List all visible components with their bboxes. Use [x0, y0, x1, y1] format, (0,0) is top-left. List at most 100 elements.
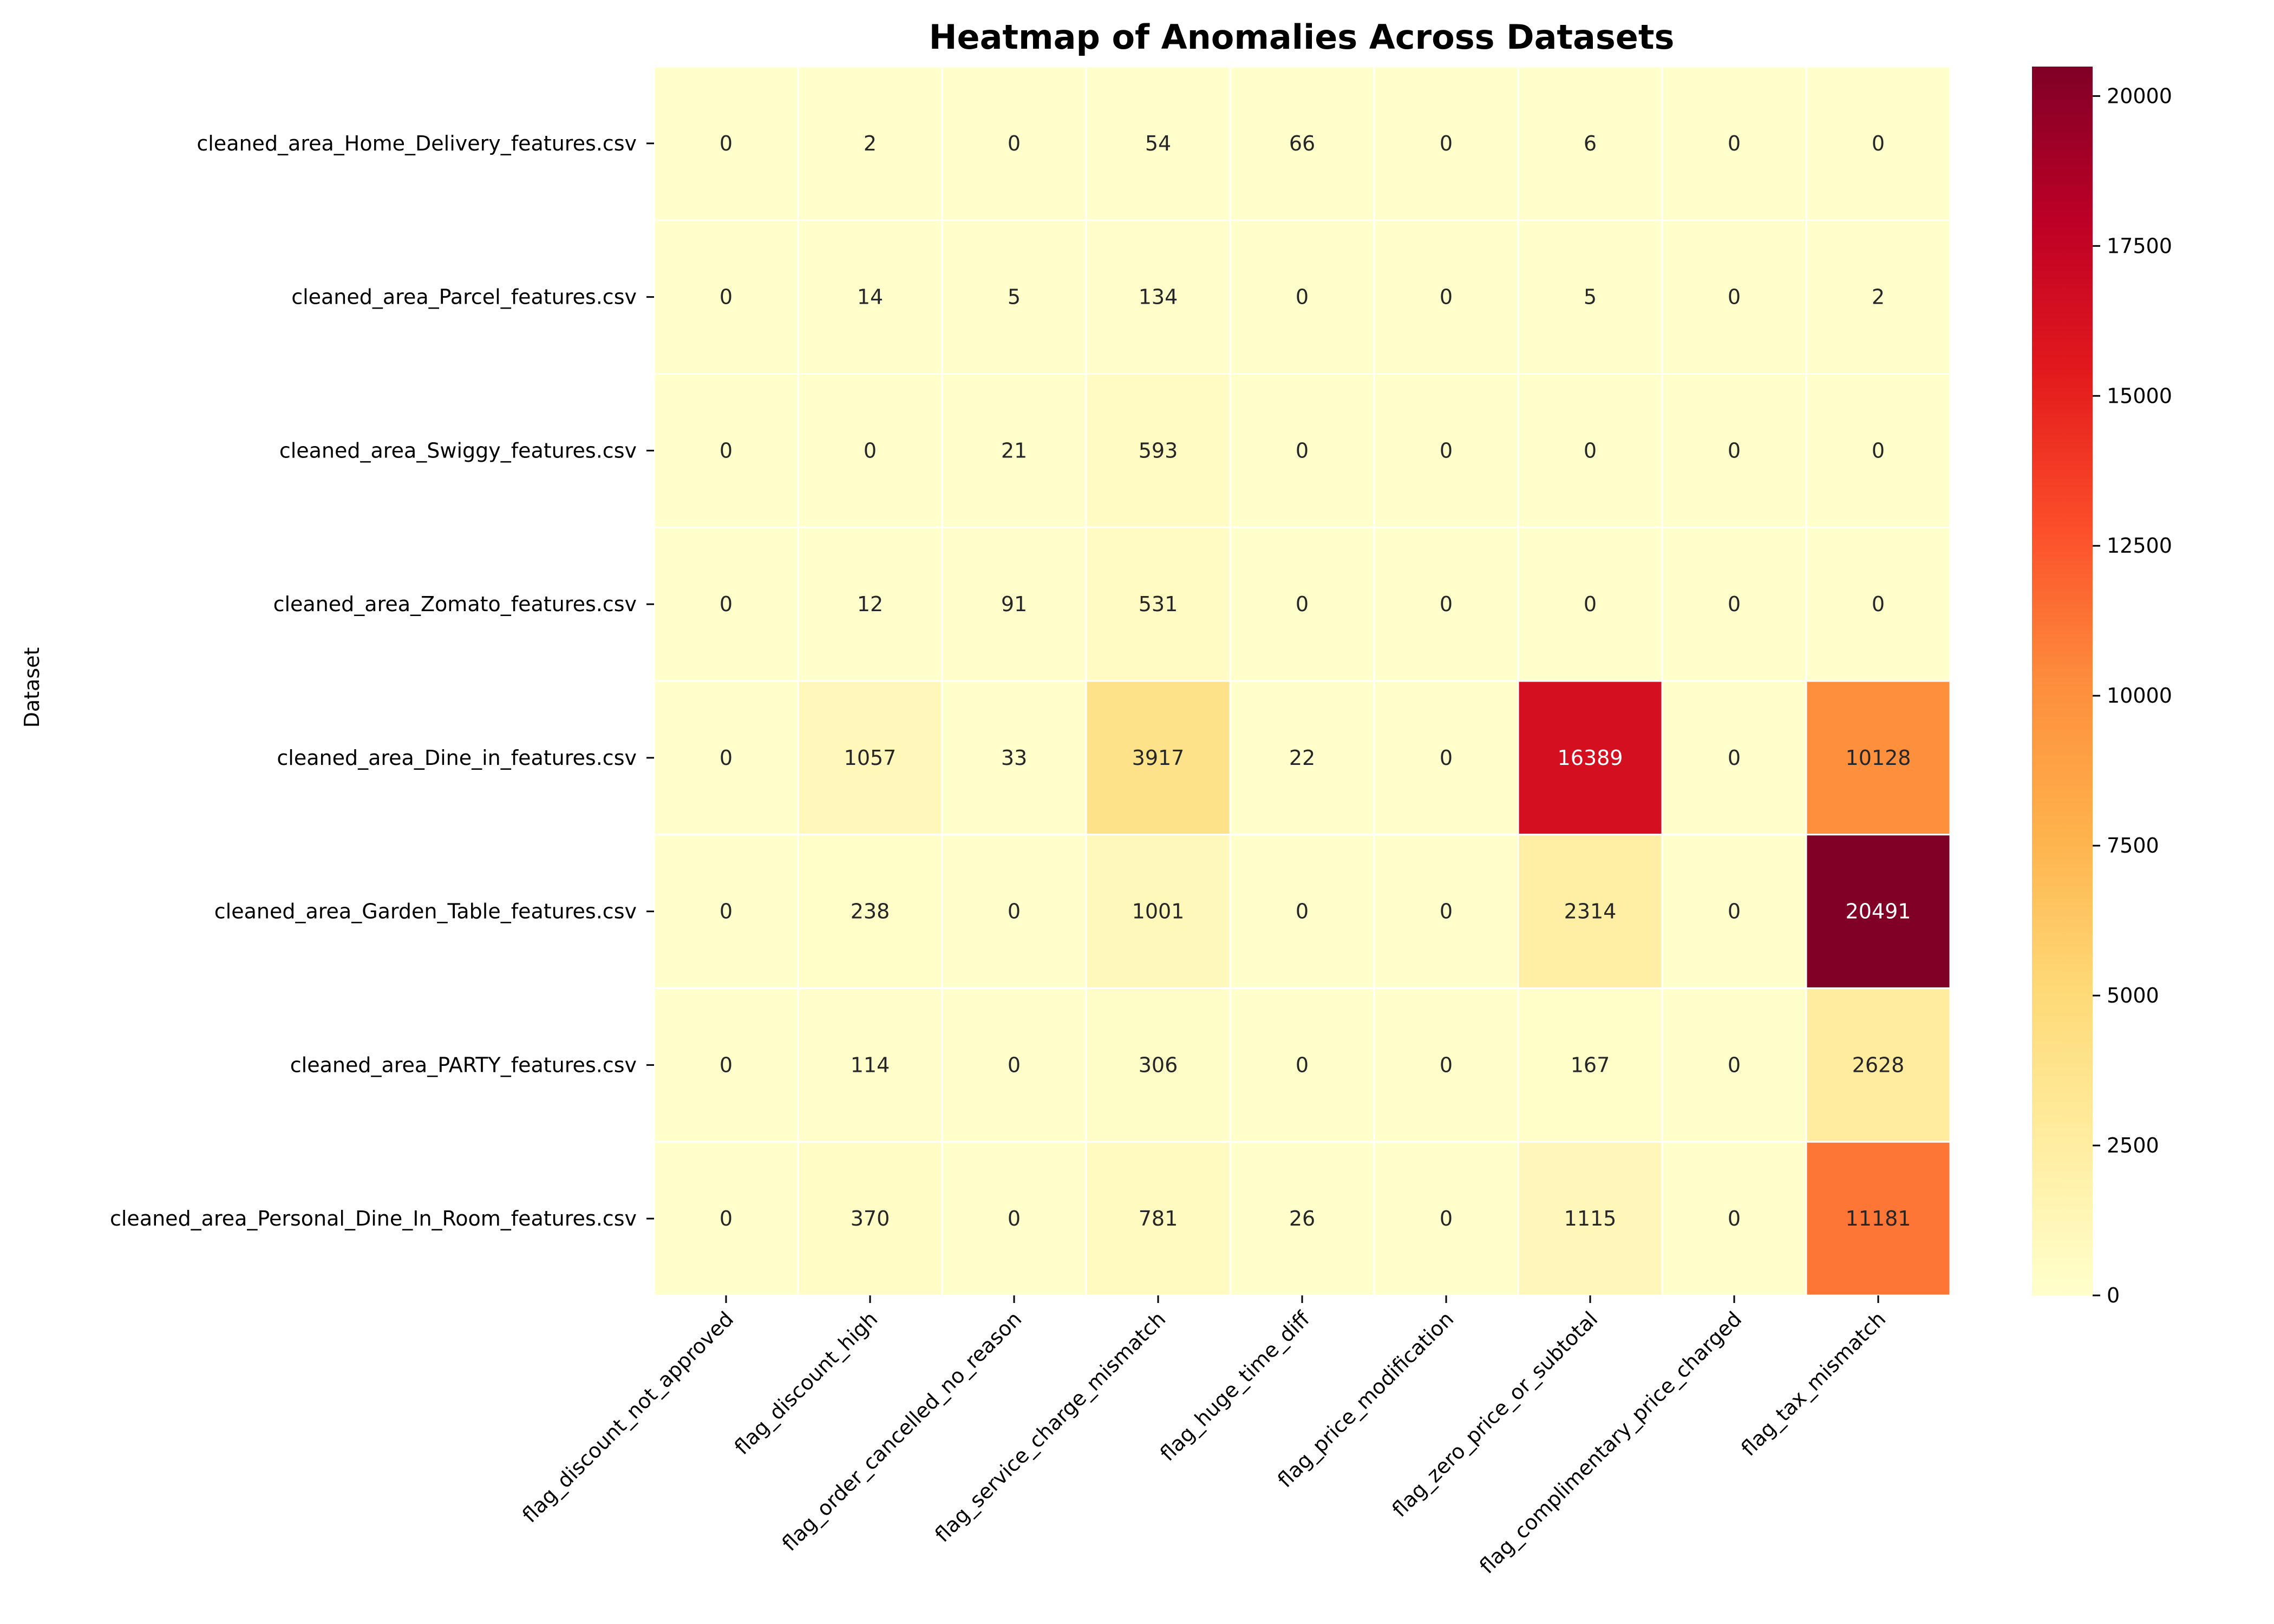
cell-value-label: 0 — [1728, 900, 1741, 924]
heatmap-cell — [1517, 987, 1663, 1143]
cell-value-label: 12 — [857, 592, 883, 616]
heatmap-cell — [1661, 526, 1807, 682]
cell-value-label: 10128 — [1846, 746, 1911, 770]
cell-value-label: 0 — [1296, 438, 1309, 462]
cell-value-label: 1057 — [844, 746, 897, 770]
heatmap-cell — [653, 219, 799, 375]
cell-value-label: 2314 — [1564, 900, 1617, 924]
cell-value-label: 0 — [720, 746, 733, 770]
y-axis-label: Dataset — [20, 647, 44, 728]
heatmap-cell — [1085, 219, 1231, 375]
cell-value-label: 593 — [1139, 438, 1178, 462]
cell-value-label: 114 — [851, 1053, 890, 1077]
cell-value-label: 0 — [720, 438, 733, 462]
chart-title: Heatmap of Anomalies Across Datasets — [929, 17, 1675, 57]
cell-value-label: 6 — [1584, 132, 1597, 155]
heatmap-cell — [1085, 680, 1231, 836]
row-label: cleaned_area_Parcel_features.csv — [291, 285, 637, 309]
heatmap-cell — [1517, 373, 1663, 528]
heatmap-cell — [797, 526, 943, 682]
cell-value-label: 0 — [1008, 1207, 1021, 1230]
heatmap-cell — [1805, 1141, 1951, 1296]
cell-value-label: 0 — [720, 1207, 733, 1230]
colorbar-ticks: 0 2500 5000 7500 10000 12500 15000 17500 20000 — [2093, 84, 2172, 1307]
cell-value-label: 14 — [857, 285, 883, 309]
heatmap-cell — [1085, 526, 1231, 682]
column-label: flag_discount_not_approved — [518, 1307, 738, 1527]
cell-value-label: 0 — [1296, 1053, 1309, 1077]
heatmap-cell — [1229, 219, 1375, 375]
heatmap-cell — [941, 373, 1087, 528]
heatmap-cell — [1373, 219, 1519, 375]
heatmap-cell — [1517, 1141, 1663, 1296]
heatmap-cell — [941, 834, 1087, 989]
colorbar-tick-label: 12500 — [2107, 534, 2172, 558]
heatmap-cell — [1517, 219, 1663, 375]
cell-value-label: 91 — [1001, 592, 1027, 616]
column-label: flag_huge_time_diff — [1155, 1307, 1315, 1466]
heatmap-cell — [653, 66, 799, 221]
cell-value-label: 0 — [1440, 132, 1453, 155]
heatmap-cell — [1085, 66, 1231, 221]
heatmap-cell — [1085, 373, 1231, 528]
heatmap-cell — [653, 526, 799, 682]
heatmap-cell — [1229, 987, 1375, 1143]
column-labels: flag_discount_not_approvedflag_discount_… — [518, 1295, 1890, 1579]
heatmap-cell — [1373, 680, 1519, 836]
colorbar-gradient — [2032, 67, 2093, 1295]
cell-value-label: 0 — [720, 132, 733, 155]
heatmap-cell — [653, 987, 799, 1143]
column-label: flag_order_cancelled_no_reason — [777, 1307, 1026, 1555]
heatmap-cell — [653, 1141, 799, 1296]
row-label: cleaned_area_Home_Delivery_features.csv — [197, 132, 637, 155]
colorbar-tick-label: 2500 — [2107, 1134, 2159, 1157]
heatmap-cell — [1229, 1141, 1375, 1296]
heatmap-cell — [1661, 66, 1807, 221]
heatmap-cell — [941, 680, 1087, 836]
heatmap-cell — [797, 680, 943, 836]
cell-value-label: 370 — [851, 1207, 890, 1230]
heatmap-cell — [1517, 680, 1663, 836]
heatmap-cell — [1805, 373, 1951, 528]
colorbar-tick-label: 5000 — [2107, 984, 2159, 1007]
colorbar-tick-label: 10000 — [2107, 684, 2172, 708]
cell-value-label: 5 — [1584, 285, 1597, 309]
heatmap-cells: 0 2 0 54 66 0 6 0 0 0 14 5 134 0 0 5 0 2 0 0 21 593 0 0 0 0 0 0 12 91… — [653, 66, 1951, 1296]
cell-value-label: 0 — [1440, 900, 1453, 924]
cell-value-label: 0 — [1296, 900, 1309, 924]
heatmap-cell — [1661, 834, 1807, 989]
colorbar-tick-label: 7500 — [2107, 834, 2159, 857]
cell-value-label: 306 — [1139, 1053, 1178, 1077]
heatmap-cell — [941, 987, 1087, 1143]
cell-value-label: 2628 — [1852, 1053, 1905, 1077]
cell-value-label: 11181 — [1846, 1207, 1911, 1230]
cell-value-label: 66 — [1289, 132, 1315, 155]
heatmap-cell — [653, 680, 799, 836]
heatmap-cell — [1661, 219, 1807, 375]
heatmap-cell — [797, 834, 943, 989]
heatmap-cell — [941, 1141, 1087, 1296]
cell-value-label: 0 — [1584, 438, 1597, 462]
heatmap-cell — [1805, 219, 1951, 375]
cell-value-label: 5 — [1008, 285, 1021, 309]
cell-value-label: 20491 — [1846, 900, 1911, 924]
cell-value-label: 0 — [1872, 592, 1885, 616]
row-label: cleaned_area_Personal_Dine_In_Room_featu… — [110, 1207, 637, 1230]
heatmap-cell — [1805, 834, 1951, 989]
heatmap-cell — [1085, 1141, 1231, 1296]
cell-value-label: 1001 — [1132, 900, 1185, 924]
cell-value-label: 0 — [1728, 592, 1741, 616]
cell-value-label: 0 — [1728, 132, 1741, 155]
heatmap-cell — [797, 987, 943, 1143]
cell-value-label: 0 — [1728, 1053, 1741, 1077]
cell-value-label: 3917 — [1132, 746, 1185, 770]
heatmap-cell — [653, 373, 799, 528]
heatmap-cell — [797, 66, 943, 221]
cell-value-label: 0 — [1440, 1053, 1453, 1077]
cell-value-label: 0 — [864, 438, 877, 462]
heatmap-cell — [1229, 66, 1375, 221]
cell-value-label: 134 — [1139, 285, 1178, 309]
column-label: flag_service_charge_mismatch — [930, 1307, 1170, 1547]
cell-value-label: 21 — [1001, 438, 1027, 462]
